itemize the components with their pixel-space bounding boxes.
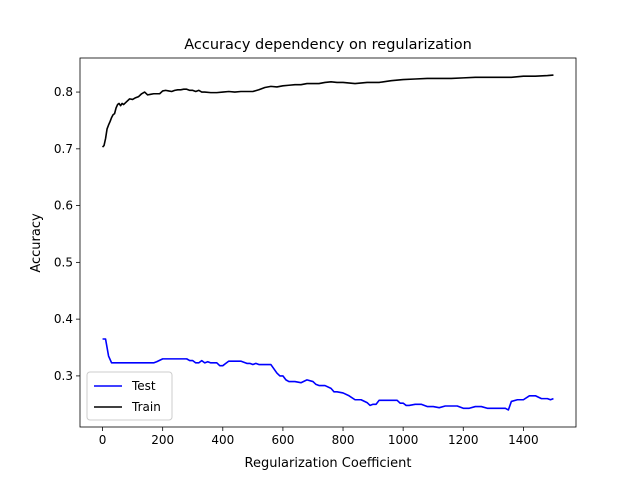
y-tick-label: 0.3 [54,369,73,383]
y-tick-label: 0.5 [54,255,73,269]
y-axis-label: Accuracy [29,213,44,273]
chart-title: Accuracy dependency on regularization [184,37,472,53]
x-axis-label: Regularization Coefficient [245,456,412,471]
plot-area: 0 200 400 600 800 1000 1200 1400 0.3 0.4 0.5 0.6 0.7… [54,57,577,447]
x-tick-label: 0 [99,433,107,447]
x-tick-label: 800 [332,433,355,447]
legend-label-train: Train [131,400,161,414]
y-tick-label: 0.4 [54,312,73,326]
series-line-test [102,338,554,411]
axes-frame [79,57,577,428]
x-tick-label: 600 [271,433,294,447]
x-tick-label: 400 [211,433,234,447]
y-tick-label: 0.6 [54,199,73,213]
series-line-train [101,74,554,148]
x-tick-label: 1400 [508,433,539,447]
x-tick-label: 200 [151,433,174,447]
x-tick-label: 1000 [388,433,419,447]
x-tick-label: 1200 [448,433,479,447]
y-tick-label: 0.8 [54,85,73,99]
legend-box [86,371,173,421]
y-tick-label: 0.7 [54,142,73,156]
legend-label-test: Test [131,379,156,393]
